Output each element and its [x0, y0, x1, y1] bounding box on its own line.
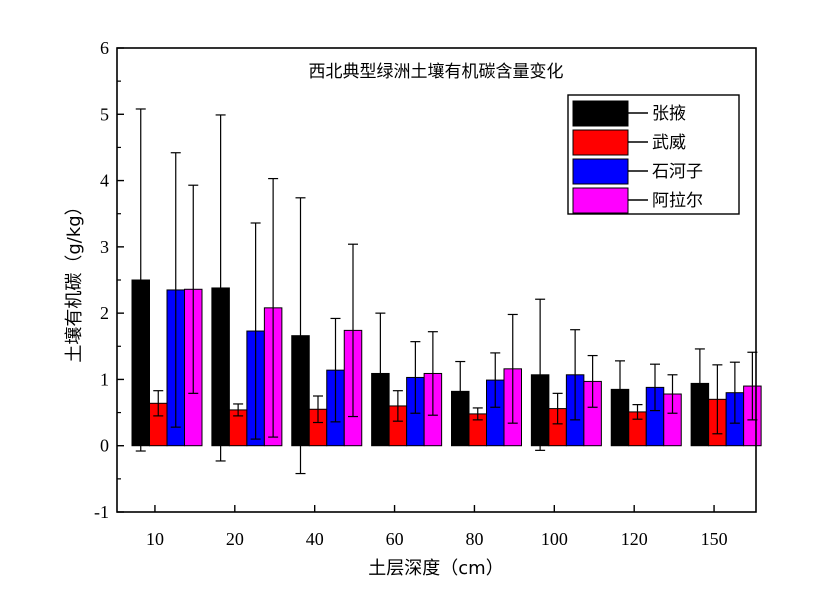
tick-labels-layer: -1 0 1 2 3 4 5 6 10 20 40 60 80 100 120 150	[94, 38, 728, 549]
y-tick-label: -1	[94, 502, 109, 522]
x-tick-label: 100	[541, 529, 568, 549]
legend-swatch	[572, 158, 629, 185]
x-tick-label: 80	[465, 529, 483, 549]
y-tick-label: 1	[100, 369, 109, 389]
y-tick-label: 5	[100, 104, 109, 124]
legend-swatch	[572, 129, 629, 156]
legend-label: 阿拉尔	[652, 191, 703, 211]
legend-swatch	[572, 100, 629, 127]
legend-swatch	[572, 187, 629, 214]
y-tick-label: 2	[100, 303, 109, 323]
x-axis-title: 土层深度（cm）	[368, 558, 503, 579]
x-tick-label: 10	[146, 529, 164, 549]
y-tick-label: 4	[100, 171, 109, 191]
x-tick-label: 120	[621, 529, 648, 549]
y-tick-label: 0	[100, 436, 109, 456]
y-tick-label: 6	[100, 38, 109, 58]
y-tick-label: 3	[100, 237, 109, 257]
x-tick-label: 60	[386, 529, 404, 549]
chart-title: 西北典型绿洲土壤有机碳含量变化	[309, 61, 564, 82]
x-tick-label: 150	[701, 529, 728, 549]
legend-label: 张掖	[652, 104, 686, 124]
bars-layer	[131, 108, 762, 475]
plot-frame	[116, 47, 757, 513]
legend-label: 石河子	[652, 162, 703, 182]
x-tick-label: 40	[306, 529, 324, 549]
x-tick-label: 20	[226, 529, 244, 549]
legend-label: 武威	[652, 133, 686, 153]
y-axis-title: 土壤有机碳（g/kg）	[64, 197, 85, 362]
